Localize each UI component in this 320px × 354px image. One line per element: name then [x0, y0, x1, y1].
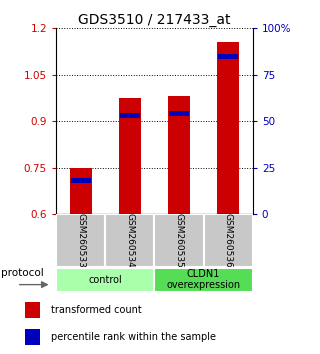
Text: GSM260536: GSM260536: [224, 213, 233, 268]
Bar: [218, 54, 238, 59]
Bar: [25, 329, 40, 345]
Bar: [155, 268, 253, 292]
Bar: [71, 178, 91, 183]
Bar: [69, 168, 92, 214]
Text: CLDN1
overexpression: CLDN1 overexpression: [166, 269, 241, 291]
Bar: [155, 214, 204, 267]
Text: GSM260534: GSM260534: [125, 213, 134, 268]
Bar: [169, 111, 189, 116]
Bar: [204, 214, 253, 267]
Title: GDS3510 / 217433_at: GDS3510 / 217433_at: [78, 13, 231, 27]
Bar: [105, 214, 154, 267]
Bar: [56, 268, 155, 292]
Bar: [120, 113, 140, 118]
Bar: [217, 42, 239, 214]
Text: percentile rank within the sample: percentile rank within the sample: [51, 332, 216, 342]
Bar: [25, 302, 40, 318]
Bar: [56, 214, 105, 267]
Text: GSM260535: GSM260535: [174, 213, 183, 268]
Text: GSM260533: GSM260533: [76, 213, 85, 268]
Text: transformed count: transformed count: [51, 305, 142, 315]
Text: control: control: [88, 275, 122, 285]
Text: protocol: protocol: [1, 268, 44, 278]
Bar: [119, 98, 141, 214]
Bar: [168, 96, 190, 214]
